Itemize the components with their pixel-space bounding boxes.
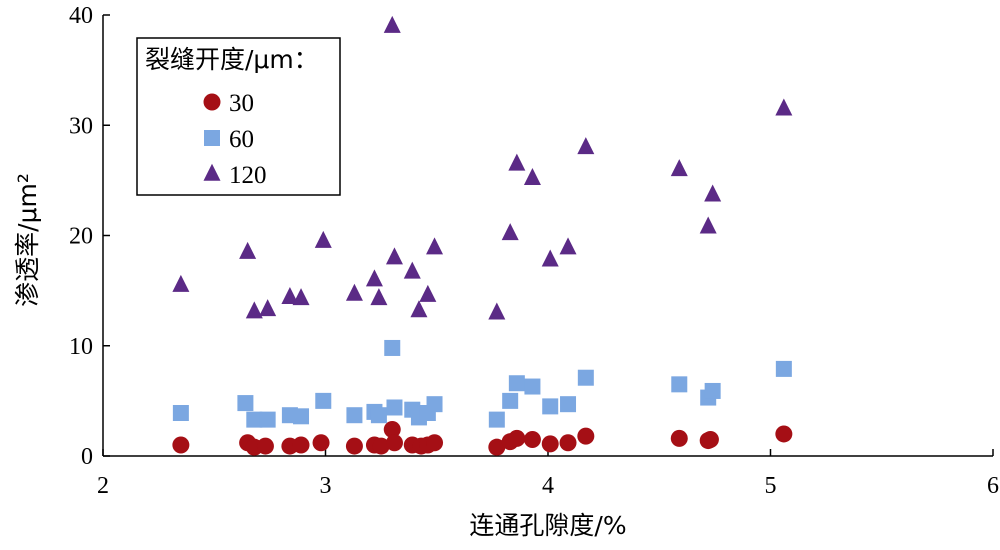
- point-series-60: [426, 396, 443, 413]
- y-axis-label: 渗透率/μm²: [13, 173, 42, 307]
- x-axis-label: 连通孔隙度/%: [469, 511, 626, 540]
- point-series-120: [259, 299, 277, 317]
- point-series-60: [524, 378, 541, 395]
- point-series-30: [372, 437, 390, 455]
- y-tick-label: 20: [69, 224, 93, 250]
- point-series-60: [293, 408, 310, 425]
- point-series-30: [577, 427, 595, 445]
- point-series-120: [426, 237, 444, 255]
- legend-entry-60: 60: [229, 126, 254, 153]
- point-series-30: [559, 434, 577, 452]
- point-series-120: [281, 287, 299, 305]
- point-series-30: [508, 429, 526, 447]
- y-tick-label: 40: [69, 3, 93, 29]
- point-series-120: [559, 237, 577, 255]
- y-tick-label: 10: [69, 334, 93, 360]
- point-series-120: [523, 167, 541, 185]
- point-series-30: [523, 430, 541, 448]
- point-series-120: [383, 15, 401, 33]
- legend-box: [136, 37, 341, 196]
- point-series-120: [508, 153, 526, 171]
- point-series-60: [246, 411, 263, 428]
- legend-entry-30: 30: [229, 90, 254, 117]
- point-series-120: [488, 302, 506, 320]
- y-tick-label: 30: [69, 113, 93, 139]
- point-series-120: [419, 284, 437, 302]
- point-series-120: [370, 288, 388, 306]
- point-series-60: [671, 376, 688, 393]
- point-series-120: [172, 274, 190, 292]
- point-series-60: [237, 395, 254, 412]
- point-series-60: [259, 411, 276, 428]
- point-series-120: [501, 223, 519, 241]
- point-series-60: [577, 369, 594, 386]
- data-points: [172, 15, 793, 456]
- point-series-60: [346, 407, 363, 424]
- point-series-120: [385, 247, 403, 265]
- axes: 0 10 20 30 40 2 3 4 5 6 连通孔隙度/% 渗透率/μm²: [13, 3, 999, 540]
- x-tick-label: 4: [542, 473, 554, 499]
- point-series-60: [315, 392, 332, 409]
- point-series-30: [172, 436, 190, 454]
- legend-entry-120: 120: [229, 162, 267, 189]
- point-series-30: [488, 438, 506, 456]
- x-tick-label: 6: [987, 473, 999, 499]
- point-series-60: [775, 360, 792, 377]
- point-series-60: [384, 339, 401, 356]
- point-series-120: [410, 300, 428, 318]
- point-series-120: [577, 137, 595, 155]
- point-series-30: [292, 436, 310, 454]
- point-series-120: [292, 288, 310, 306]
- x-tick-label: 3: [320, 473, 332, 499]
- legend: 裂缝开度/μm： 30 60 120: [136, 37, 341, 196]
- point-series-30: [256, 437, 274, 455]
- point-series-120: [245, 301, 263, 319]
- point-series-120: [365, 269, 383, 287]
- point-series-120: [704, 184, 722, 202]
- point-series-60: [560, 396, 577, 413]
- point-series-60: [386, 399, 403, 416]
- point-series-60: [542, 398, 559, 415]
- point-series-30: [701, 430, 719, 448]
- point-series-120: [541, 249, 559, 267]
- point-series-120: [699, 216, 717, 234]
- point-series-60: [488, 411, 505, 428]
- point-series-120: [775, 98, 793, 116]
- point-series-120: [239, 241, 257, 259]
- x-tick-label: 5: [765, 473, 777, 499]
- point-series-60: [704, 382, 721, 399]
- point-series-120: [345, 283, 363, 301]
- point-series-30: [383, 421, 401, 439]
- legend-title: 裂缝开度/μm：: [145, 45, 319, 74]
- point-series-30: [670, 429, 688, 447]
- point-series-120: [403, 261, 421, 279]
- point-series-30: [345, 437, 363, 455]
- point-series-30: [541, 435, 559, 453]
- point-series-60: [172, 405, 189, 422]
- point-series-120: [670, 159, 688, 177]
- point-series-120: [314, 230, 332, 248]
- legend-marker-30: [203, 93, 221, 111]
- point-series-30: [385, 434, 403, 452]
- point-series-60: [502, 392, 519, 409]
- legend-marker-60: [204, 130, 220, 146]
- point-series-60: [370, 407, 387, 424]
- point-series-30: [312, 434, 330, 452]
- legend-marker-120: [203, 163, 221, 181]
- y-tick-label: 0: [81, 444, 93, 470]
- point-series-60: [508, 375, 525, 392]
- x-tick-label: 2: [97, 473, 109, 499]
- point-series-30: [426, 434, 444, 452]
- point-series-30: [775, 425, 793, 443]
